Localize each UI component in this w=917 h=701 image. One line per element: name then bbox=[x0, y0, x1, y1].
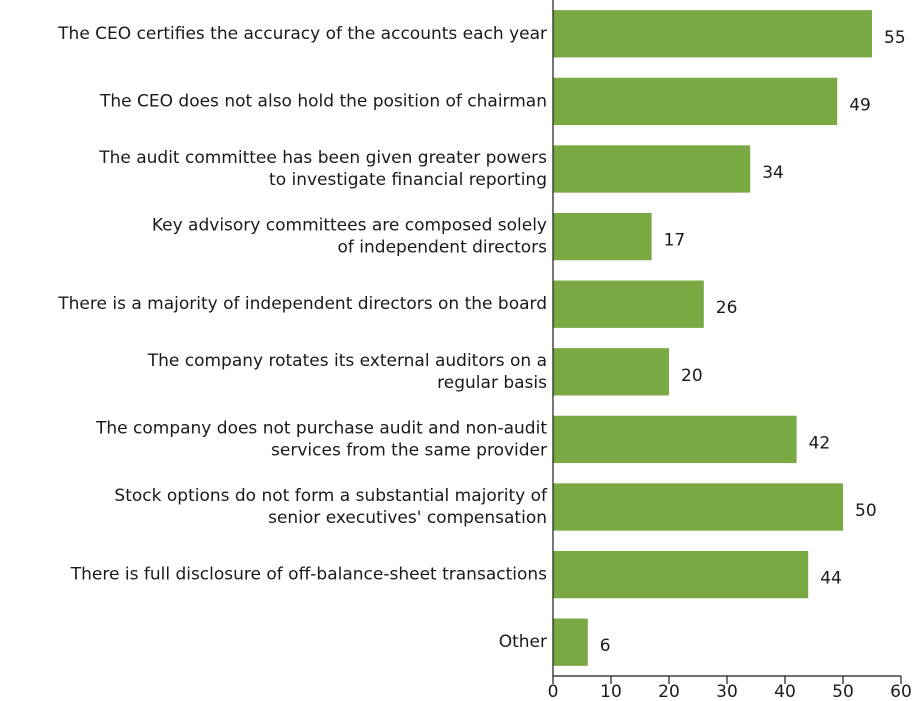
value-label: 55 bbox=[884, 28, 906, 48]
value-label: 44 bbox=[820, 569, 842, 589]
value-label: 50 bbox=[855, 501, 877, 521]
category-label: services from the same provider bbox=[271, 440, 547, 460]
bar bbox=[553, 77, 838, 126]
bar bbox=[553, 212, 652, 261]
x-tick-label: 60 bbox=[890, 682, 912, 701]
category-label: of independent directors bbox=[337, 238, 547, 258]
category-label: Key advisory committees are composed sol… bbox=[152, 216, 547, 236]
bar bbox=[553, 483, 843, 531]
value-label: 17 bbox=[664, 231, 686, 251]
bar bbox=[553, 145, 751, 193]
category-label: There is a majority of independent direc… bbox=[57, 294, 547, 314]
category-label: The company rotates its external auditor… bbox=[147, 351, 547, 371]
value-label: 42 bbox=[809, 433, 831, 453]
category-label: The company does not purchase audit and … bbox=[95, 418, 547, 438]
value-label: 34 bbox=[762, 163, 784, 183]
category-label: regular basis bbox=[437, 373, 547, 393]
value-label: 20 bbox=[681, 366, 703, 386]
x-tick-label: 50 bbox=[832, 682, 854, 701]
category-label: to investigate financial reporting bbox=[269, 170, 547, 190]
bar bbox=[553, 10, 872, 58]
value-label: 49 bbox=[849, 95, 871, 115]
category-label: The CEO certifies the accuracy of the ac… bbox=[57, 24, 547, 44]
bar bbox=[553, 280, 704, 328]
value-label: 6 bbox=[600, 636, 611, 656]
x-tick-label: 30 bbox=[716, 682, 738, 701]
x-tick-label: 10 bbox=[600, 682, 622, 701]
x-tick-label: 0 bbox=[548, 682, 559, 701]
bar bbox=[553, 348, 669, 396]
category-label: Stock options do not form a substantial … bbox=[114, 486, 548, 506]
x-tick-label: 20 bbox=[658, 682, 680, 701]
category-label: There is full disclosure of off-balance-… bbox=[70, 565, 547, 585]
bar bbox=[553, 550, 809, 599]
bar bbox=[553, 415, 797, 464]
x-tick-label: 40 bbox=[774, 682, 796, 701]
category-label: The audit committee has been given great… bbox=[98, 148, 547, 168]
category-label: Other bbox=[499, 632, 547, 652]
bar bbox=[553, 618, 588, 666]
category-label: The CEO does not also hold the position … bbox=[99, 91, 547, 111]
category-label: senior executives' compensation bbox=[268, 508, 547, 528]
value-label: 26 bbox=[716, 298, 738, 318]
